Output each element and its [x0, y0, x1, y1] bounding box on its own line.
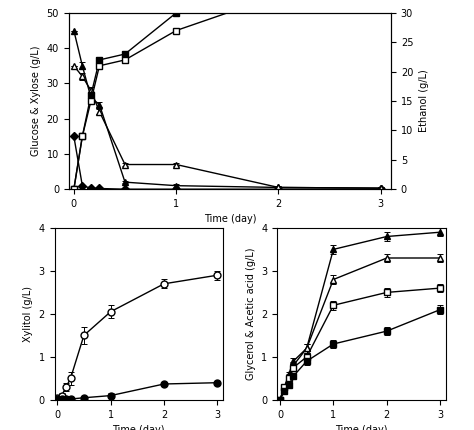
X-axis label: Time (day): Time (day) [204, 215, 256, 224]
Y-axis label: Ethanol (g/L): Ethanol (g/L) [419, 70, 429, 132]
X-axis label: Time (day): Time (day) [112, 425, 165, 430]
Y-axis label: Xylitol (g/L): Xylitol (g/L) [23, 286, 33, 342]
Y-axis label: Glycerol & Acetic acid (g/L): Glycerol & Acetic acid (g/L) [246, 248, 256, 380]
Y-axis label: Glucose & Xylose (g/L): Glucose & Xylose (g/L) [31, 46, 41, 156]
X-axis label: Time (day): Time (day) [335, 425, 388, 430]
